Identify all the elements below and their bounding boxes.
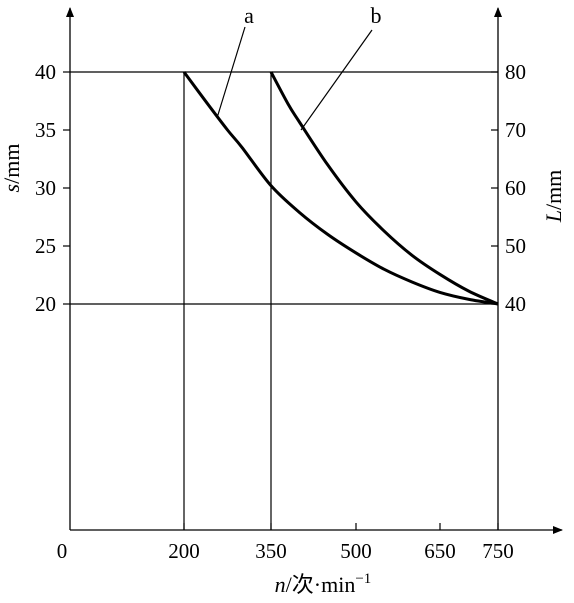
labels: 0 200 350 500 650 750 20 25 30 35 40 40 50 60 70 80 a b n/… [0, 3, 566, 597]
x-tick-label: 0 [57, 539, 68, 563]
y-right-tick-label: 40 [505, 292, 526, 316]
y-left-tick-label: 25 [35, 234, 56, 258]
leader-line-a [216, 26, 246, 119]
y-left-tick-label: 20 [35, 292, 56, 316]
y-right-tick-label: 80 [505, 60, 526, 84]
y-left-axis-label: s/mm [0, 144, 24, 193]
series-label-b: b [371, 3, 382, 28]
series-label-a: a [244, 3, 254, 28]
axes [63, 7, 563, 534]
x-tick-label: 750 [482, 539, 514, 563]
y-right-axis-label: L/mm [541, 170, 566, 224]
x-tick-label: 350 [255, 539, 287, 563]
leader-line-b [300, 29, 373, 131]
y-right-tick-label: 60 [505, 176, 526, 200]
y-left-tick-label: 35 [35, 118, 56, 142]
y-right-tick-label: 70 [505, 118, 526, 142]
y-left-tick-label: 30 [35, 176, 56, 200]
x-tick-label: 200 [168, 539, 200, 563]
series-line-a [182, 71, 499, 306]
x-tick-label: 500 [340, 539, 372, 563]
series-line-b [269, 71, 499, 306]
series [182, 71, 499, 306]
x-tick-label: 650 [424, 539, 456, 563]
x-axis-label: n/次·min−1 [275, 571, 372, 597]
y-right-tick-label: 50 [505, 234, 526, 258]
reference-lines [70, 71, 498, 530]
y-left-tick-label: 40 [35, 60, 56, 84]
